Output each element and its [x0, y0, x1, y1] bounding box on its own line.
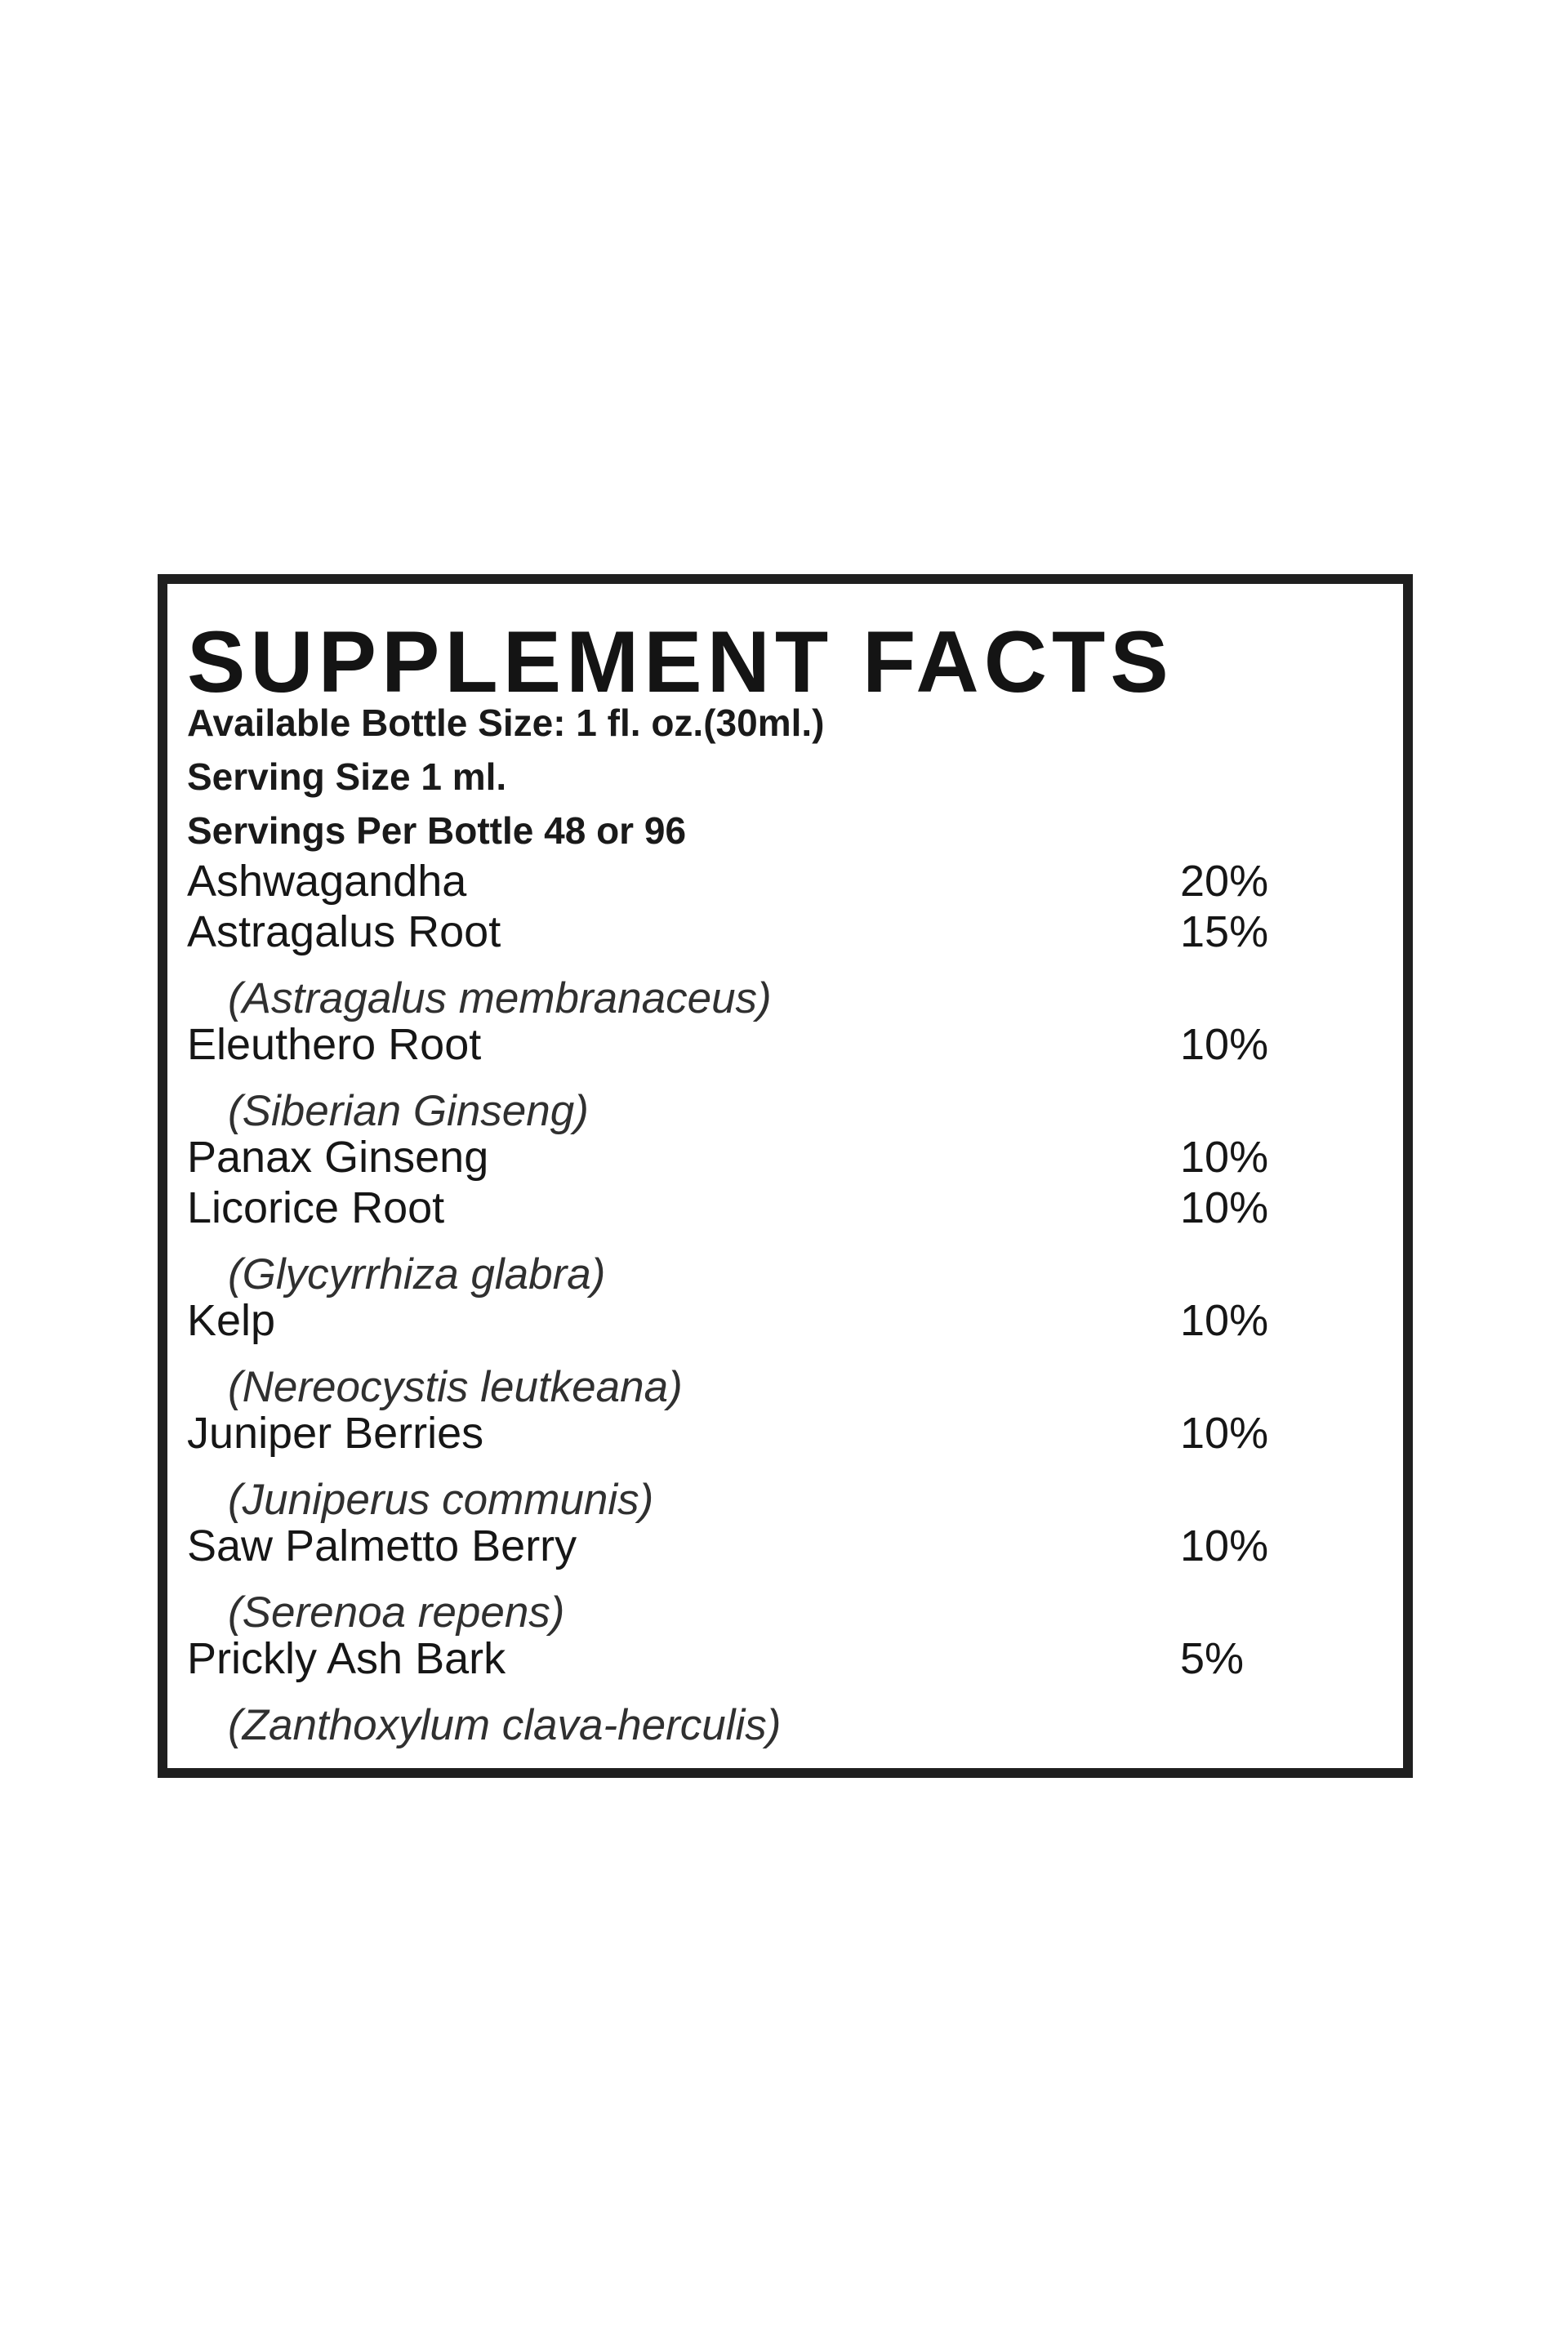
ingredient-percent: 10%: [1180, 1521, 1269, 1570]
ingredient-row: Ashwagandha 20%: [187, 856, 1403, 906]
ingredient-percent: 10%: [1180, 1409, 1269, 1458]
ingredient-latin-name: (Astragalus membranaceus): [228, 974, 772, 1022]
ingredient-percent: 10%: [1180, 1133, 1269, 1182]
ingredient-name: Eleuthero Root: [187, 1020, 482, 1069]
ingredient-name: Juniper Berries: [187, 1409, 484, 1458]
ingredient-latin-name: (Juniperus communis): [228, 1476, 654, 1524]
ingredient-latin-name: (Serenoa repens): [228, 1588, 565, 1637]
ingredient-row: Licorice Root 10%: [187, 1183, 1403, 1233]
ingredient-latin-name: (Zanthoxylum clava-herculis): [228, 1701, 782, 1749]
ingredient-name: Saw Palmetto Berry: [187, 1521, 577, 1570]
ingredient-percent: 5%: [1180, 1634, 1245, 1683]
ingredient-name: Kelp: [187, 1296, 276, 1345]
ingredient-latin-name: (Siberian Ginseng): [228, 1087, 589, 1135]
ingredient-row: Saw Palmetto Berry 10%: [187, 1521, 1403, 1571]
ingredient-name: Astragalus Root: [187, 907, 501, 956]
servings-per-bottle-line: Servings Per Bottle 48 or 96: [187, 809, 687, 852]
ingredient-percent: 10%: [1180, 1296, 1269, 1345]
ingredient-percent: 10%: [1180, 1183, 1269, 1232]
ingredient-percent: 20%: [1180, 857, 1269, 906]
ingredient-name: Licorice Root: [187, 1183, 445, 1232]
ingredient-list: Ashwagandha 20% Astragalus Root 15% (Astraga…: [187, 856, 1403, 1751]
ingredient-name: Panax Ginseng: [187, 1133, 489, 1182]
ingredient-name: Prickly Ash Bark: [187, 1634, 506, 1683]
supplement-facts-panel: SUPPLEMENT FACTS Available Bottle Size: …: [158, 574, 1413, 1778]
panel-subheaders: Available Bottle Size: 1 fl. oz.(30ml.) …: [187, 696, 1403, 858]
bottle-size-line: Available Bottle Size: 1 fl. oz.(30ml.): [187, 702, 825, 744]
ingredient-latin-name: (Glycyrrhiza glabra): [228, 1250, 606, 1298]
ingredient-row: Kelp 10%: [187, 1295, 1403, 1346]
ingredient-percent: 15%: [1180, 907, 1269, 956]
ingredient-percent: 10%: [1180, 1020, 1269, 1069]
ingredient-row: Astragalus Root 15%: [187, 906, 1403, 957]
ingredient-row: Eleuthero Root 10%: [187, 1019, 1403, 1070]
ingredient-name: Ashwagandha: [187, 857, 467, 906]
ingredient-row: Juniper Berries 10%: [187, 1408, 1403, 1459]
panel-title: SUPPLEMENT FACTS: [187, 612, 1174, 710]
ingredient-latin-name: (Nereocystis leutkeana): [228, 1363, 683, 1411]
serving-size-line: Serving Size 1 ml.: [187, 755, 507, 798]
ingredient-row: Panax Ginseng 10%: [187, 1132, 1403, 1183]
ingredient-row: Prickly Ash Bark 5%: [187, 1633, 1403, 1684]
